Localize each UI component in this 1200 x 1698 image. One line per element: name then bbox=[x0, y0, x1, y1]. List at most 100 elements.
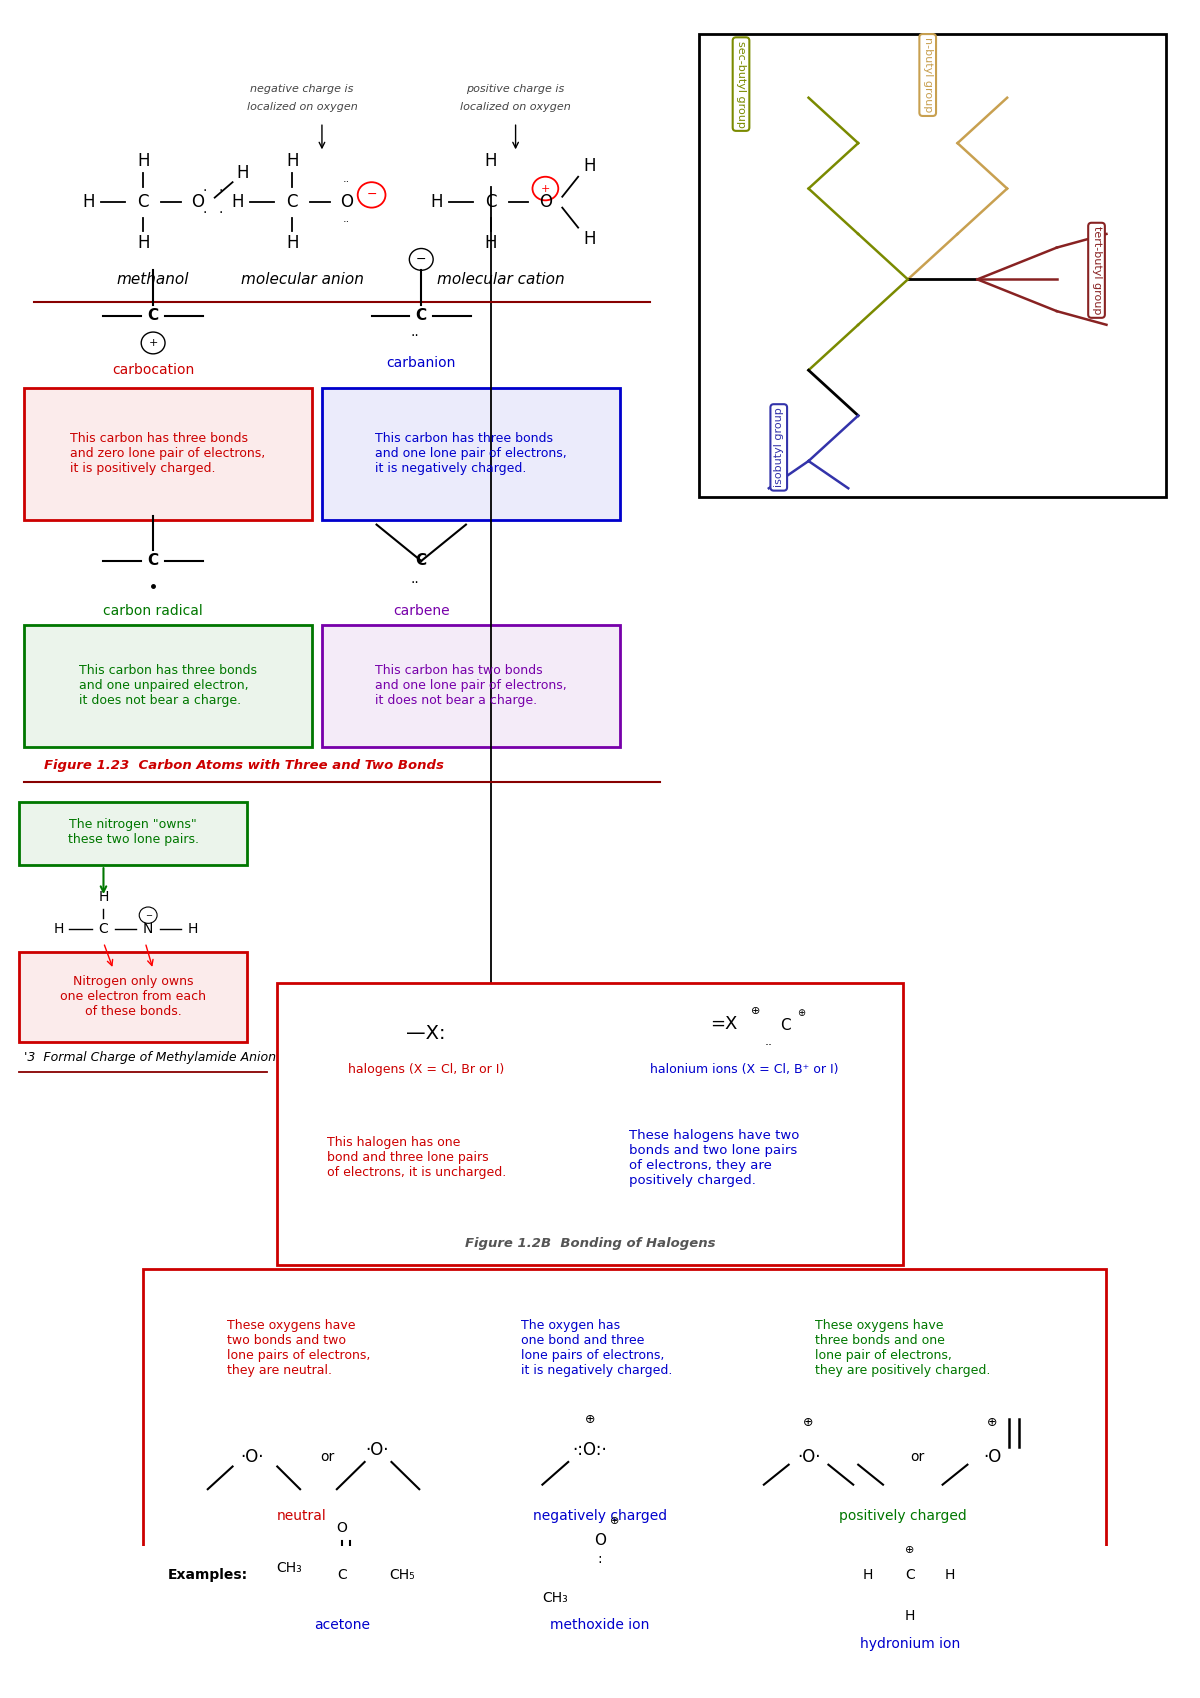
Text: H: H bbox=[232, 194, 244, 211]
Text: H: H bbox=[137, 234, 150, 251]
Text: CH₃: CH₃ bbox=[276, 1560, 302, 1576]
Text: This carbon has three bonds
and one lone pair of electrons,
it is negatively cha: This carbon has three bonds and one lone… bbox=[376, 433, 566, 475]
Text: These oxygens have
three bonds and one
lone pair of electrons,
they are positive: These oxygens have three bonds and one l… bbox=[815, 1319, 990, 1377]
Text: ·O·: ·O· bbox=[797, 1448, 821, 1467]
FancyBboxPatch shape bbox=[560, 1102, 868, 1214]
Text: C: C bbox=[415, 554, 427, 569]
Text: These oxygens have
two bonds and two
lone pairs of electrons,
they are neutral.: These oxygens have two bonds and two lon… bbox=[228, 1319, 371, 1377]
Text: halonium ions (X = Cl, B⁺ or I): halonium ions (X = Cl, B⁺ or I) bbox=[649, 1063, 839, 1077]
Text: This carbon has three bonds
and zero lone pair of electrons,
it is positively ch: This carbon has three bonds and zero lon… bbox=[71, 433, 265, 475]
Text: ⊕: ⊕ bbox=[803, 1416, 814, 1430]
Text: tert-butyl group: tert-butyl group bbox=[1092, 226, 1102, 314]
Text: The nitrogen "owns"
these two lone pairs.: The nitrogen "owns" these two lone pairs… bbox=[67, 818, 199, 846]
Text: H: H bbox=[236, 165, 248, 182]
Text: acetone: acetone bbox=[314, 1618, 370, 1632]
Text: carbanion: carbanion bbox=[386, 357, 456, 370]
Text: H: H bbox=[187, 922, 198, 936]
Text: H: H bbox=[944, 1569, 955, 1583]
Text: CH₅: CH₅ bbox=[390, 1569, 415, 1583]
Text: methanol: methanol bbox=[116, 272, 190, 287]
Text: H: H bbox=[863, 1569, 874, 1583]
Text: neutral: neutral bbox=[277, 1510, 326, 1523]
Text: H: H bbox=[430, 194, 443, 211]
Text: ⊕: ⊕ bbox=[798, 1009, 805, 1019]
Text: The oxygen has
one bond and three
lone pairs of electrons,
it is negatively char: The oxygen has one bond and three lone p… bbox=[521, 1319, 673, 1377]
Text: =X: =X bbox=[710, 1015, 738, 1032]
FancyBboxPatch shape bbox=[456, 1294, 739, 1403]
Text: :: : bbox=[598, 1552, 602, 1566]
FancyBboxPatch shape bbox=[322, 625, 620, 747]
Text: ··: ·· bbox=[343, 217, 350, 228]
Text: localized on oxygen: localized on oxygen bbox=[461, 102, 571, 112]
Text: halogens (X = Cl, Br or I): halogens (X = Cl, Br or I) bbox=[348, 1063, 504, 1077]
Text: H: H bbox=[54, 922, 64, 936]
FancyBboxPatch shape bbox=[24, 389, 312, 520]
Text: ·: · bbox=[203, 185, 206, 199]
Text: O: O bbox=[336, 1521, 347, 1535]
Text: H: H bbox=[286, 153, 299, 170]
FancyBboxPatch shape bbox=[700, 34, 1166, 498]
Text: C: C bbox=[337, 1569, 347, 1583]
FancyBboxPatch shape bbox=[322, 389, 620, 520]
Text: H: H bbox=[83, 194, 95, 211]
Text: '3  Formal Charge of Methylamide Anion: '3 Formal Charge of Methylamide Anion bbox=[24, 1051, 276, 1065]
Text: +: + bbox=[541, 183, 550, 194]
Text: ⊕: ⊕ bbox=[988, 1416, 997, 1430]
Text: C: C bbox=[98, 922, 108, 936]
Text: C: C bbox=[905, 1569, 914, 1583]
Text: O: O bbox=[191, 194, 204, 211]
Text: −: − bbox=[145, 910, 151, 920]
Text: carbocation: carbocation bbox=[112, 363, 194, 377]
Text: ··: ·· bbox=[410, 329, 420, 343]
Text: −: − bbox=[416, 253, 426, 267]
Text: C: C bbox=[148, 554, 158, 569]
Text: H: H bbox=[485, 234, 497, 251]
Text: O: O bbox=[341, 194, 353, 211]
Text: CH₃: CH₃ bbox=[542, 1591, 568, 1605]
Text: O: O bbox=[594, 1533, 606, 1549]
Text: localized on oxygen: localized on oxygen bbox=[247, 102, 358, 112]
FancyBboxPatch shape bbox=[158, 1294, 442, 1403]
Text: positive charge is: positive charge is bbox=[467, 83, 565, 93]
Text: This halogen has one
bond and three lone pairs
of electrons, it is uncharged.: This halogen has one bond and three lone… bbox=[326, 1136, 506, 1178]
Text: or: or bbox=[319, 1450, 334, 1464]
Text: ⊕: ⊕ bbox=[584, 1413, 595, 1426]
Text: positively charged: positively charged bbox=[839, 1510, 967, 1523]
Text: C: C bbox=[415, 309, 427, 323]
Text: H: H bbox=[905, 1610, 916, 1623]
Text: ·: · bbox=[203, 205, 206, 221]
Text: methoxide ion: methoxide ion bbox=[551, 1618, 649, 1632]
Text: These halogens have two
bonds and two lone pairs
of electrons, they are
positive: These halogens have two bonds and two lo… bbox=[629, 1129, 799, 1187]
Text: This carbon has two bonds
and one lone pair of electrons,
it does not bear a cha: This carbon has two bonds and one lone p… bbox=[376, 664, 566, 706]
Text: sec-butyl group: sec-butyl group bbox=[736, 41, 746, 127]
Text: negatively charged: negatively charged bbox=[533, 1510, 667, 1523]
Text: ⊕: ⊕ bbox=[611, 1516, 619, 1527]
FancyBboxPatch shape bbox=[754, 1294, 1052, 1403]
Text: Examples:: Examples: bbox=[168, 1569, 248, 1583]
Text: H: H bbox=[584, 229, 596, 248]
Text: molecular cation: molecular cation bbox=[437, 272, 564, 287]
Text: H: H bbox=[137, 153, 150, 170]
Text: ·:O:·: ·:O:· bbox=[572, 1442, 607, 1459]
Text: ⊕: ⊕ bbox=[751, 1005, 761, 1015]
Text: C: C bbox=[287, 194, 298, 211]
Text: carbene: carbene bbox=[392, 604, 450, 618]
FancyBboxPatch shape bbox=[277, 983, 902, 1265]
Text: negative charge is: negative charge is bbox=[251, 83, 354, 93]
Text: ·: · bbox=[218, 185, 223, 199]
Text: or: or bbox=[911, 1450, 925, 1464]
Text: N: N bbox=[143, 922, 154, 936]
Text: —X:: —X: bbox=[407, 1024, 446, 1043]
Text: H: H bbox=[98, 890, 109, 903]
Text: ··: ·· bbox=[343, 177, 350, 187]
Text: ·O: ·O bbox=[983, 1448, 1001, 1467]
Text: +: + bbox=[149, 338, 158, 348]
Text: isobutyl group: isobutyl group bbox=[774, 408, 784, 487]
Text: n-butyl group: n-butyl group bbox=[923, 37, 932, 112]
Text: −: − bbox=[366, 188, 377, 202]
Text: H: H bbox=[286, 234, 299, 251]
Text: C: C bbox=[148, 309, 158, 323]
Text: molecular anion: molecular anion bbox=[241, 272, 364, 287]
FancyBboxPatch shape bbox=[143, 1270, 1106, 1698]
Text: Figure 1.23  Carbon Atoms with Three and Two Bonds: Figure 1.23 Carbon Atoms with Three and … bbox=[44, 759, 444, 773]
